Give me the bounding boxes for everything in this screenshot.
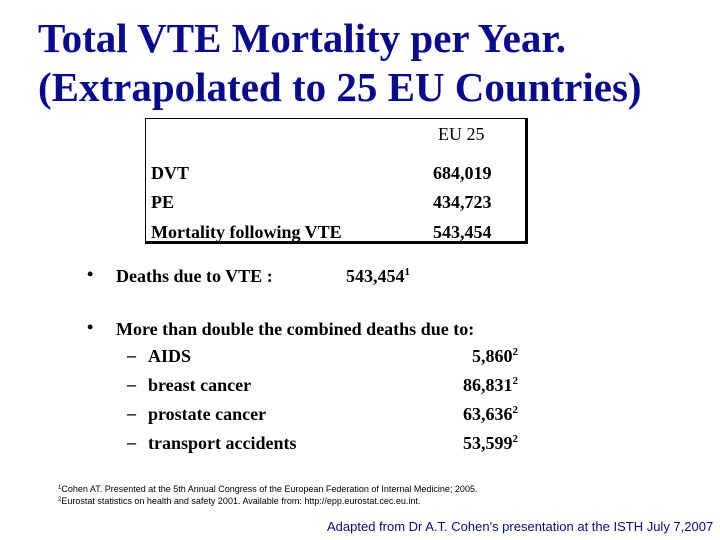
list-item-label: AIDS <box>148 346 192 366</box>
footnote: 2Eurostat statistics on health and safet… <box>58 496 421 506</box>
list-item-value: 53,5992 <box>463 433 519 453</box>
table-row-value: 434,723 <box>433 192 492 212</box>
list-item-label: transport accidents <box>148 433 297 453</box>
table-row-value: 543,454 <box>433 222 492 242</box>
slide-title: Total VTE Mortality per Year. (Extrapola… <box>38 14 708 112</box>
list-item-value: 63,6362 <box>463 404 519 424</box>
table-row-value: 684,019 <box>433 163 492 183</box>
dash-icon: – <box>127 432 136 452</box>
footnotes: 1Cohen AT. Presented at the 5th Annual C… <box>58 483 477 507</box>
dash-icon: – <box>127 374 136 394</box>
footnote-ref: 2 <box>512 346 519 358</box>
footnote-ref: 2 <box>512 404 519 416</box>
list-item-label: prostate cancer <box>148 404 267 424</box>
footnote-ref: 1 <box>404 266 411 278</box>
title-line-1: Total VTE Mortality per Year. <box>38 15 567 61</box>
list-item-value: 86,8312 <box>463 375 519 395</box>
deaths-value: 543,4541 <box>346 266 411 286</box>
table-column-header: EU 25 <box>438 124 485 144</box>
bullet-icon: • <box>87 264 94 284</box>
comparison-label: More than double the combined deaths due… <box>116 319 475 339</box>
bullet-icon: • <box>87 317 94 337</box>
deaths-label: Deaths due to VTE : <box>116 266 273 286</box>
mortality-table: EU 25 DVT 684,019 PE 434,723 Mortality f… <box>145 118 528 244</box>
table-row-label: PE <box>151 192 175 212</box>
footnote-ref: 2 <box>512 375 519 387</box>
footnote-ref: 2 <box>512 433 519 445</box>
dash-icon: – <box>127 403 136 423</box>
title-line-2: (Extrapolated to 25 EU Countries) <box>38 64 642 110</box>
table-row-label: DVT <box>151 163 190 183</box>
dash-icon: – <box>127 345 136 365</box>
table-row-label: Mortality following VTE <box>151 222 342 242</box>
source-credit: Adapted from Dr A.T. Cohen's presentatio… <box>327 519 714 534</box>
footnote: 1Cohen AT. Presented at the 5th Annual C… <box>58 484 478 494</box>
list-item-value: 5,8602 <box>472 346 519 366</box>
list-item-label: breast cancer <box>148 375 252 395</box>
